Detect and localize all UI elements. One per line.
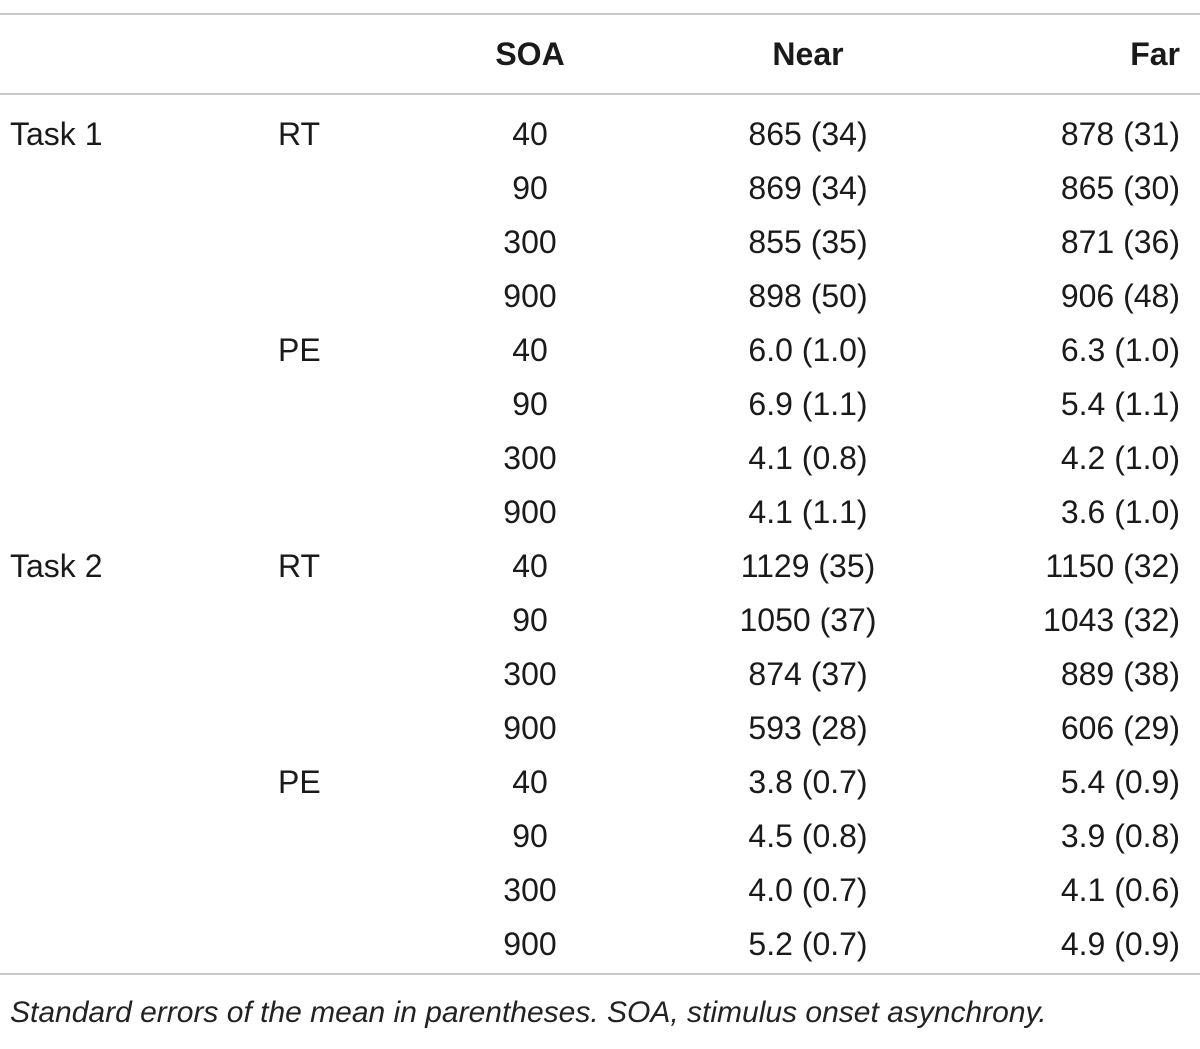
cell-soa: 90 [512, 170, 548, 206]
cell-near: 869 (34) [748, 170, 868, 206]
cell-soa: 40 [512, 548, 548, 584]
table-row: 900 5.2 (0.7) 4.9 (0.9) [0, 917, 1200, 971]
cell-near: 4.5 (0.8) [748, 818, 868, 854]
cell-soa: 40 [512, 116, 548, 152]
header-far: Far [1130, 36, 1180, 72]
cell-soa: 300 [503, 872, 557, 908]
cell-soa: 40 [512, 332, 548, 368]
table-header-row: SOA Near Far [0, 13, 1200, 93]
cell-task: Task 1 [10, 116, 103, 152]
table-row: 900 593 (28) 606 (29) [0, 701, 1200, 755]
cell-soa: 900 [503, 710, 557, 746]
header-soa: SOA [495, 36, 565, 72]
cell-far: 606 (29) [1060, 710, 1180, 746]
table-bottom-rule [0, 973, 1200, 975]
table-top-rule [0, 13, 1200, 15]
cell-far: 865 (30) [1060, 170, 1180, 206]
cell-far: 906 (48) [1060, 278, 1180, 314]
table-row: 300 4.1 (0.8) 4.2 (1.0) [0, 431, 1200, 485]
table-row: 900 4.1 (1.1) 3.6 (1.0) [0, 485, 1200, 539]
cell-soa: 900 [503, 926, 557, 962]
cell-far: 871 (36) [1060, 224, 1180, 260]
cell-far: 889 (38) [1060, 656, 1180, 692]
cell-soa: 40 [512, 764, 548, 800]
table-row: 900 898 (50) 906 (48) [0, 269, 1200, 323]
cell-far: 5.4 (1.1) [1060, 386, 1180, 422]
table-header-rule [0, 93, 1200, 95]
cell-soa: 300 [503, 224, 557, 260]
cell-near: 898 (50) [748, 278, 868, 314]
table-row: 300 4.0 (0.7) 4.1 (0.6) [0, 863, 1200, 917]
cell-soa: 900 [503, 278, 557, 314]
cell-far: 6.3 (1.0) [1060, 332, 1180, 368]
table-row: 300 855 (35) 871 (36) [0, 215, 1200, 269]
cell-soa: 90 [512, 602, 548, 638]
cell-near: 3.8 (0.7) [748, 764, 868, 800]
table-row: PE 40 3.8 (0.7) 5.4 (0.9) [0, 755, 1200, 809]
header-near: Near [772, 36, 844, 72]
cell-soa: 900 [503, 494, 557, 530]
cell-soa: 90 [512, 386, 548, 422]
cell-far: 878 (31) [1060, 116, 1180, 152]
cell-near: 6.0 (1.0) [748, 332, 868, 368]
cell-far: 1150 (32) [1045, 548, 1180, 584]
cell-near: 4.1 (1.1) [748, 494, 868, 530]
cell-measure: PE [278, 764, 321, 800]
table-row: 90 869 (34) 865 (30) [0, 161, 1200, 215]
table-row: Task 1 RT 40 865 (34) 878 (31) [0, 107, 1200, 161]
table-row: Task 2 RT 40 1129 (35) 1150 (32) [0, 539, 1200, 593]
cell-far: 1043 (32) [1043, 602, 1180, 638]
table-row: PE 40 6.0 (1.0) 6.3 (1.0) [0, 323, 1200, 377]
table-row: 90 4.5 (0.8) 3.9 (0.8) [0, 809, 1200, 863]
cell-near: 4.0 (0.7) [748, 872, 868, 908]
cell-soa: 300 [503, 440, 557, 476]
cell-far: 5.4 (0.9) [1060, 764, 1180, 800]
table-row: 90 1050 (37) 1043 (32) [0, 593, 1200, 647]
cell-near: 1050 (37) [739, 602, 877, 638]
cell-near: 593 (28) [748, 710, 868, 746]
cell-soa: 300 [503, 656, 557, 692]
cell-far: 3.6 (1.0) [1060, 494, 1180, 530]
cell-near: 6.9 (1.1) [748, 386, 868, 422]
cell-far: 3.9 (0.8) [1060, 818, 1180, 854]
table-body: Task 1 RT 40 865 (34) 878 (31) 90 869 (34) 865 … [0, 107, 1200, 971]
cell-far: 4.9 (0.9) [1060, 926, 1180, 962]
cell-far: 4.2 (1.0) [1060, 440, 1180, 476]
cell-soa: 90 [512, 818, 548, 854]
cell-near: 865 (34) [748, 116, 868, 152]
cell-far: 4.1 (0.6) [1060, 872, 1180, 908]
table-footnote: Standard errors of the mean in parenthes… [10, 996, 1047, 1029]
cell-near: 855 (35) [748, 224, 868, 260]
cell-task: Task 2 [10, 548, 103, 584]
cell-measure: RT [278, 116, 321, 152]
cell-measure: PE [278, 332, 321, 368]
table-row: 300 874 (37) 889 (38) [0, 647, 1200, 701]
cell-near: 1129 (35) [740, 548, 876, 584]
cell-near: 874 (37) [748, 656, 868, 692]
cell-measure: RT [278, 548, 321, 584]
cell-near: 4.1 (0.8) [748, 440, 868, 476]
table-row: 90 6.9 (1.1) 5.4 (1.1) [0, 377, 1200, 431]
cell-near: 5.2 (0.7) [748, 926, 868, 962]
